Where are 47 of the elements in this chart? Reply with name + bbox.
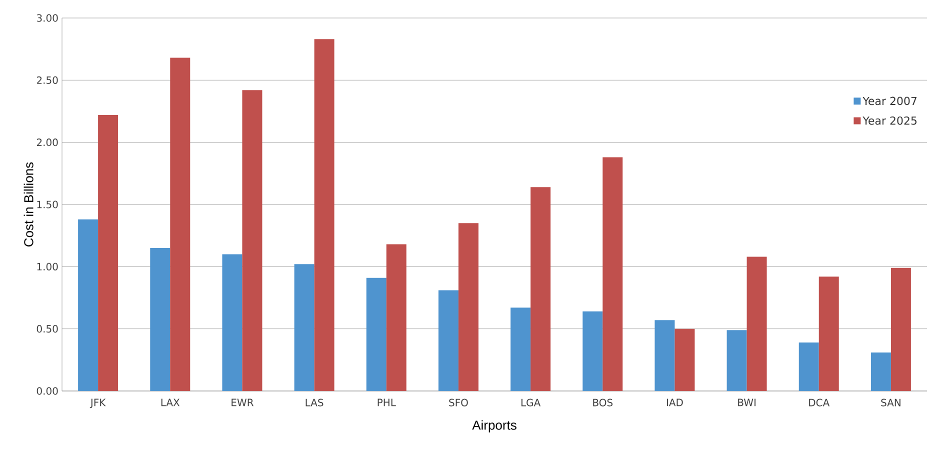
y-tick-label: 2.50 <box>36 76 58 84</box>
y-tick-label: 0.50 <box>36 325 58 333</box>
bar <box>818 276 839 391</box>
x-tick-label: EWR <box>232 398 254 406</box>
bar <box>890 268 911 391</box>
legend-label: Year 2007 <box>862 96 917 106</box>
bar <box>798 342 819 391</box>
bar <box>222 254 242 391</box>
y-tick-label: 2.00 <box>36 138 58 146</box>
y-axis-title: Cost in Billions <box>24 162 34 246</box>
y-tick-label: 3.00 <box>36 14 58 22</box>
x-tick-label: IAD <box>666 398 683 406</box>
x-tick-label: SAN <box>881 398 900 406</box>
bar <box>870 352 891 391</box>
bar <box>170 58 190 391</box>
bar <box>654 320 675 391</box>
x-tick-label: BOS <box>593 398 613 406</box>
bar <box>78 219 98 391</box>
bar <box>366 278 386 391</box>
y-tick-label: 1.00 <box>37 262 58 270</box>
x-tick-label: SFO <box>449 398 468 406</box>
x-tick-label: LAX <box>161 398 180 406</box>
bar <box>294 264 314 391</box>
bar <box>674 328 695 391</box>
y-tick-label: 0.00 <box>36 387 58 395</box>
bar <box>386 244 406 391</box>
bar <box>582 311 603 391</box>
x-axis-title: Airports <box>472 420 516 432</box>
bar <box>314 39 334 391</box>
bar <box>530 187 551 391</box>
bar <box>150 248 170 391</box>
bar <box>510 308 531 391</box>
bar <box>602 157 623 391</box>
bar <box>438 290 458 391</box>
bar <box>242 90 262 391</box>
x-tick-label: DCA <box>809 398 830 406</box>
x-tick-label: PHL <box>378 398 396 406</box>
x-tick-label: JFK <box>90 398 106 408</box>
y-tick-label: 1.50 <box>37 200 58 208</box>
bar <box>746 256 767 391</box>
x-tick-label: LGA <box>521 398 541 406</box>
bar <box>458 223 478 391</box>
x-tick-label: LAS <box>306 398 324 406</box>
legend-label: Year 2025 <box>862 116 916 125</box>
bar <box>726 330 747 391</box>
bar <box>98 114 118 391</box>
x-tick-label: BWI <box>738 398 756 406</box>
